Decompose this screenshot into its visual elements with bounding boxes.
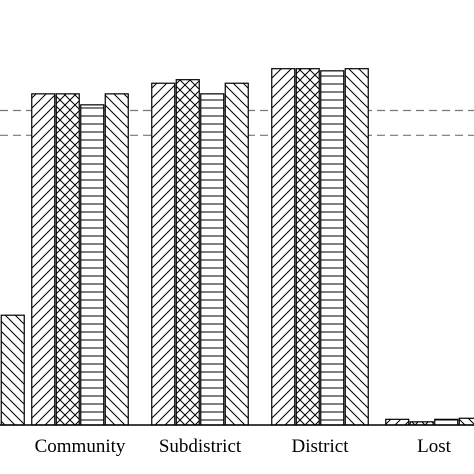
bar-community-series-1	[31, 93, 56, 426]
x-tick-label-lost: Lost	[417, 436, 452, 457]
bar-district-series-1	[271, 68, 296, 426]
bar-district-series-2	[295, 68, 320, 426]
x-tick-label-community: Community	[35, 436, 126, 457]
bar-subdistrict-series-3	[200, 93, 225, 426]
bar-district-series-4	[344, 68, 369, 426]
bars	[0, 68, 474, 426]
bar-group-0-series-4	[0, 314, 25, 426]
bar-subdistrict-series-4	[224, 82, 249, 426]
bar-lost-series-1	[385, 418, 410, 426]
bar-subdistrict-series-2	[175, 79, 200, 426]
bar-lost-series-4	[458, 417, 474, 426]
x-tick-labels: Community Subdistrict District Lost	[35, 436, 452, 457]
x-tick-label-subdistrict: Subdistrict	[159, 436, 242, 457]
bar-district-series-3	[320, 70, 345, 426]
bar-community-series-4	[104, 93, 129, 426]
x-tick-label-district: District	[292, 436, 350, 457]
bar-community-series-3	[80, 104, 105, 426]
bar-subdistrict-series-1	[151, 82, 176, 426]
bar-community-series-2	[55, 93, 80, 426]
bar-lost-series-3	[434, 418, 459, 426]
